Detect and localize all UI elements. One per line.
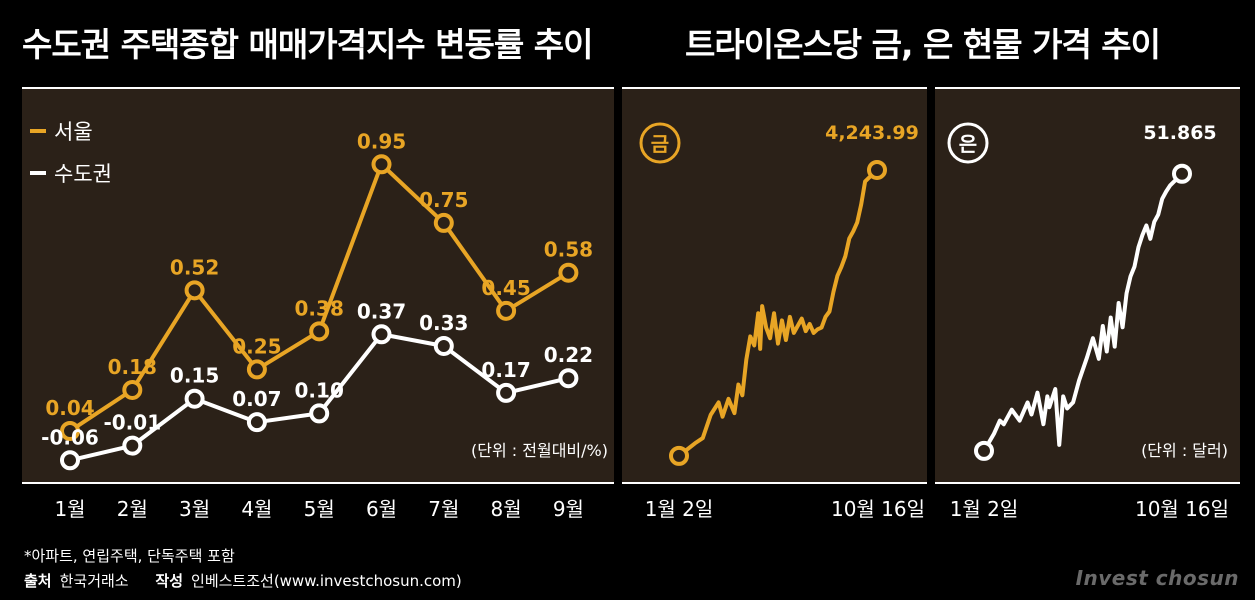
silver-badge-circle	[947, 122, 989, 164]
left-x-tick-labels: 1월 2월 3월 4월 5월 6월 7월 8월 9월	[54, 497, 584, 521]
series-0-point-1	[122, 379, 143, 400]
series-0-value-label-8: 0.58	[544, 238, 593, 262]
series-1-value-label-2: 0.15	[170, 364, 219, 388]
gold-badge-label: 금	[651, 132, 669, 156]
series-1-value-label-8: 0.22	[544, 343, 593, 367]
series-0-value-label-1: 0.18	[108, 355, 157, 379]
author-label: 작성	[155, 572, 184, 590]
series-0-value-label-4: 0.38	[295, 296, 344, 320]
series-1-value-label-4: 0.10	[295, 378, 344, 402]
series-0-point-2	[184, 280, 205, 301]
series-1-value-label-3: 0.07	[232, 387, 281, 411]
left-unit-label: (단위 : 전월대비/%)	[471, 441, 608, 460]
footnote: *아파트, 연립주택, 단독주택 포함	[24, 547, 235, 565]
series-0-point-7	[496, 300, 517, 321]
x-tick-3: 4월	[241, 497, 272, 521]
series-1-value-label-1: -0.01	[103, 411, 161, 435]
series-0-point-5	[371, 154, 392, 175]
silver-line	[982, 172, 1184, 452]
legend-capital-label: 수도권	[54, 162, 112, 186]
silver-panel	[935, 88, 1240, 483]
series-0-point-0	[60, 420, 80, 441]
legend-seoul-label: 서울	[54, 120, 93, 144]
series-0-point-8	[558, 262, 579, 283]
gold-start-point	[669, 445, 689, 466]
silver-end-point	[1172, 163, 1192, 184]
series-0-value-label-5: 0.95	[357, 129, 406, 153]
silver-badge-label: 은	[959, 132, 977, 156]
series-0-value-label-6: 0.75	[419, 188, 468, 212]
gold-last-value-label: 4,243.99	[825, 122, 919, 144]
gold-x-start-label: 1월 2일	[645, 497, 714, 521]
x-tick-6: 7월	[428, 497, 459, 521]
series-0-point-6	[433, 212, 454, 233]
silver-x-start-label: 1월 2일	[950, 497, 1019, 521]
x-tick-4: 5월	[304, 497, 335, 521]
series-1-point-7	[496, 382, 517, 403]
series-0-value-label-7: 0.45	[481, 276, 530, 300]
series-1-value-label-0: -0.06	[41, 425, 99, 449]
silver-start-point	[974, 440, 994, 461]
series-1-point-5	[371, 324, 392, 345]
x-tick-7: 8월	[491, 497, 522, 521]
series-1-value-label-6: 0.33	[419, 311, 468, 335]
source-line: 출처 한국거래소 작성 인베스트조선(www.investchosun.com)	[24, 570, 462, 591]
series-0-value-label-0: 0.04	[45, 396, 94, 420]
left-chart-title: 수도권 주택종합 매매가격지수 변동률 추이	[22, 25, 593, 64]
series-1-point-8	[558, 368, 579, 389]
x-tick-2: 3월	[179, 497, 210, 521]
source-label: 출처	[24, 572, 52, 590]
author-value: 인베스트조선(www.investchosun.com)	[191, 572, 462, 590]
silver-x-end-label: 10월 16일	[1135, 497, 1229, 521]
gold-price-line	[669, 159, 887, 466]
series-1-point-0	[60, 450, 80, 471]
series-1-value-label-5: 0.37	[357, 299, 406, 323]
series-1-point-2	[184, 388, 205, 409]
series-0-value-label-2: 0.52	[170, 255, 219, 279]
series-0-point-3	[246, 359, 267, 380]
series-1-point-6	[433, 335, 454, 356]
x-tick-5: 6월	[366, 497, 397, 521]
gold-x-end-label: 10월 16일	[831, 497, 925, 521]
series-1-value-label-7: 0.17	[481, 358, 530, 382]
brand-logo: Invest chosun	[1075, 566, 1239, 590]
series-0-value-label-3: 0.25	[232, 334, 281, 358]
series-1-point-4	[309, 403, 330, 424]
x-tick-1: 2월	[117, 497, 148, 521]
silver-last-value-label: 51.865	[1143, 122, 1216, 144]
gold-end-point	[867, 159, 887, 180]
right-chart-title: 트라이온스당 금, 은 현물 가격 추이	[685, 25, 1161, 64]
gold-line	[677, 168, 879, 458]
gold-badge-circle	[639, 122, 681, 164]
silver-unit-label: (단위 : 달러)	[1141, 441, 1228, 460]
source-value: 한국거래소	[59, 572, 129, 590]
series-1-point-3	[246, 412, 267, 433]
left-series-marks: 0.04 0.18 0.52 0.25 0.38 0.95 0.75 0.45 0.58 -0.0…	[41, 129, 593, 471]
x-tick-0: 1월	[54, 497, 85, 521]
series-0-point-4	[309, 321, 330, 342]
gold-panel	[622, 88, 927, 483]
x-tick-8: 9월	[553, 497, 584, 521]
series-1-point-1	[122, 435, 143, 456]
silver-price-line	[974, 163, 1192, 461]
